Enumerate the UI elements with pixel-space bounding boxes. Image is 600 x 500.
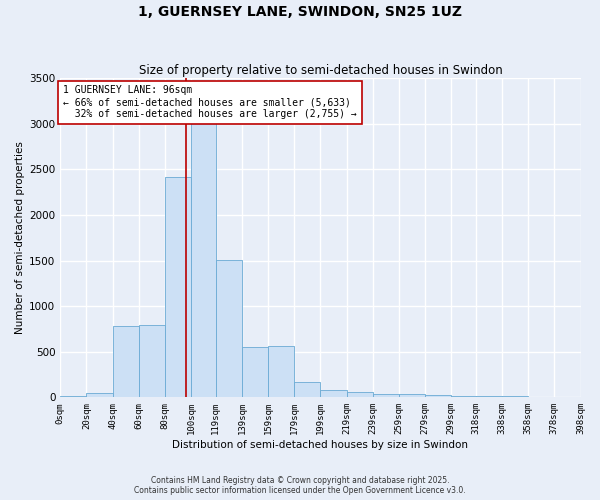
Bar (399, 394, 425, 398)
Bar (320, 390, 347, 398)
Bar (425, 395, 451, 398)
Bar (242, 347, 268, 398)
Bar (347, 392, 373, 398)
Bar (165, 176, 191, 398)
Text: 1 GUERNSEY LANE: 96sqm
← 66% of semi-detached houses are smaller (5,633)
  32% o: 1 GUERNSEY LANE: 96sqm ← 66% of semi-det… (63, 86, 356, 118)
Bar (86, 393, 113, 398)
Bar (139, 326, 165, 398)
X-axis label: Distribution of semi-detached houses by size in Swindon: Distribution of semi-detached houses by … (172, 440, 469, 450)
Bar (216, 260, 242, 398)
Bar (528, 396, 554, 398)
Text: Contains HM Land Registry data © Crown copyright and database right 2025.
Contai: Contains HM Land Registry data © Crown c… (134, 476, 466, 495)
Bar (268, 346, 294, 398)
Title: Size of property relative to semi-detached houses in Swindon: Size of property relative to semi-detach… (139, 64, 502, 77)
Bar (113, 326, 139, 398)
Bar (476, 396, 502, 398)
Bar (502, 396, 528, 398)
Bar (60, 396, 86, 398)
Text: 1, GUERNSEY LANE, SWINDON, SN25 1UZ: 1, GUERNSEY LANE, SWINDON, SN25 1UZ (138, 5, 462, 19)
Bar (554, 396, 581, 398)
Bar (373, 394, 399, 398)
Bar (191, 106, 216, 398)
Bar (294, 382, 320, 398)
Y-axis label: Number of semi-detached properties: Number of semi-detached properties (15, 142, 25, 334)
Bar (451, 396, 476, 398)
